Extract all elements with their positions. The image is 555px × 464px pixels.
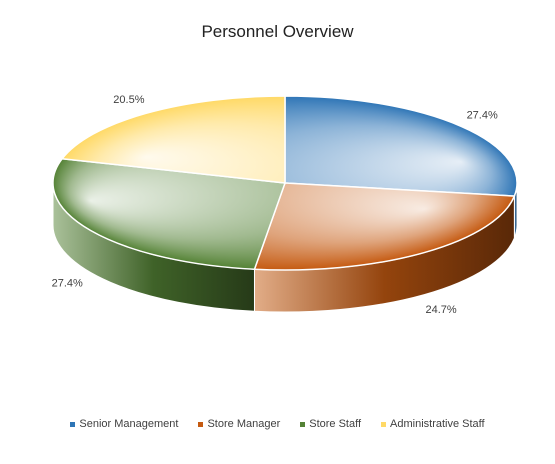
data-label: 24.7% [426, 304, 457, 316]
legend-swatch [300, 421, 306, 427]
legend-item: Store Staff [300, 418, 361, 430]
legend-label: Administrative Staff [390, 418, 485, 430]
legend: Senior Management Store Manager Store Staf… [0, 418, 555, 430]
legend-label: Store Manager [207, 418, 281, 430]
slice-senior-management [284, 95, 518, 197]
legend-swatch [70, 421, 76, 427]
legend-swatch [198, 421, 204, 427]
data-label: 27.4% [52, 277, 83, 289]
data-label: 20.5% [113, 94, 144, 106]
slice-administrative-staff [60, 95, 286, 184]
legend-label: Senior Management [79, 418, 179, 430]
legend-item: Administrative Staff [381, 418, 485, 430]
legend-label: Store Staff [309, 418, 362, 430]
chart-title: Personnel Overview [201, 22, 354, 41]
legend-item: Store Manager [198, 418, 280, 430]
slice-store-manager [253, 182, 516, 271]
slice-store-staff [52, 157, 287, 271]
legend-item: Senior Management [70, 418, 178, 430]
data-label: 27.4% [467, 110, 498, 122]
legend-swatch [381, 421, 387, 427]
